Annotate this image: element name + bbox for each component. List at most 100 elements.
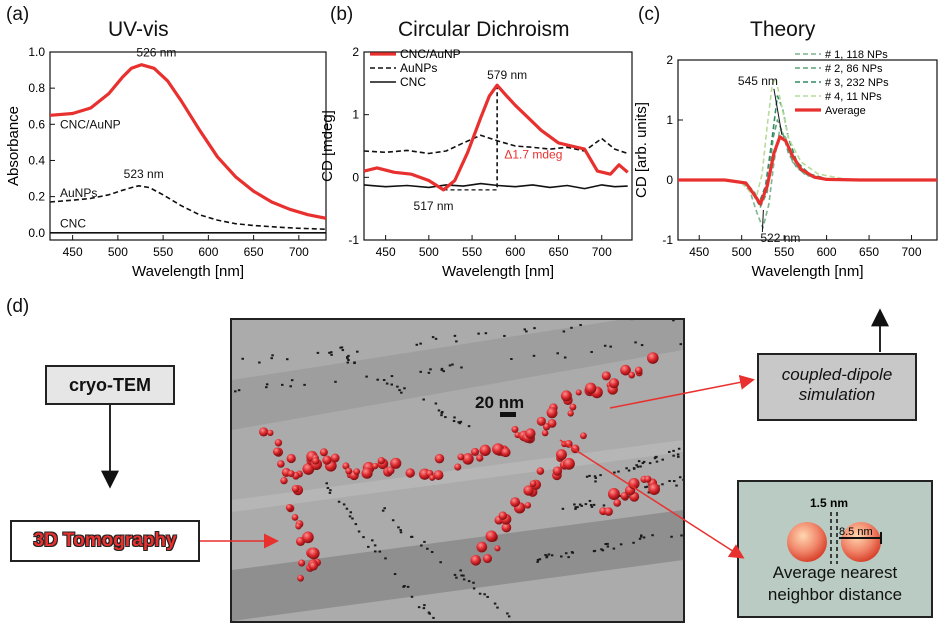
gold-nanoparticle [433,470,444,481]
x-axis-label: Wavelength [nm] [442,263,554,280]
gold-nanoparticle [634,366,643,375]
x-tick-label: 550 [774,245,794,259]
gold-nanoparticle [377,457,386,465]
tem-dot [639,535,643,538]
nn-line1: Average nearest [772,563,898,582]
y-tick-label: 1.0 [28,45,45,59]
tem-dot [330,353,333,356]
tem-dot [493,602,497,605]
tem-dot [467,425,471,428]
tem-dot [604,543,607,546]
gold-nanoparticle [644,475,652,483]
gold-nanoparticle [546,407,558,419]
legend-label: # 2, 86 NPs [825,63,883,75]
gold-nanoparticle [342,462,350,470]
series-line-cnc-aunp [364,83,629,192]
tem-dot [588,499,592,502]
y-tick-label: 0.2 [28,190,45,204]
tem-dot [422,398,425,401]
gold-nanoparticle [470,554,482,566]
tem-dot [632,467,636,470]
tem-dot [419,370,422,373]
tem-dot [351,517,354,520]
tem-dot [365,375,368,378]
tem-dot [241,357,244,360]
tem-dot [348,515,352,518]
gold-nanoparticle [462,453,474,465]
tem-dot [562,330,566,333]
gold-nanoparticle [297,574,304,582]
tem-dot [550,554,554,557]
tem-dot [594,476,598,479]
gold-nanoparticle [564,439,573,448]
tem-dot [672,454,675,457]
tem-dot [339,346,342,349]
tem-dot [603,344,607,347]
tem-dot [536,560,539,563]
tem-dot [400,391,403,394]
gold-nanoparticle [302,531,314,544]
tem-dot [415,343,419,346]
tem-dot [567,556,570,559]
gold-nanoparticle [386,466,395,475]
tem-dot [434,337,438,340]
x-tick-label: 500 [108,245,128,259]
tem-dot [580,504,583,507]
gold-nanoparticle [345,467,353,475]
annotation-label: 545 nm [738,74,778,88]
tem-dot [371,539,374,542]
tem-dot [376,378,379,381]
tem-dot [563,356,567,359]
tem-dot [440,367,444,370]
tem-dot [503,334,506,337]
tem-dot [573,503,576,506]
gold-nanoparticle [547,418,557,428]
gold-nanoparticle [476,454,484,462]
gold-nanoparticle [476,541,488,553]
tem-dot [440,414,443,417]
tem-dot [378,550,382,553]
tem-dot [642,460,646,463]
tem-dot [396,385,399,388]
x-tick-label: 500 [732,245,752,259]
x-tick-label: 600 [817,245,837,259]
tem-dot [560,555,563,558]
tem-dot [453,416,456,419]
y-tick-label: 0.8 [28,81,45,95]
plot-frame [49,51,327,241]
tem-dot [599,474,602,477]
tem-dot [265,386,268,389]
annotation-label: 523 nm [124,167,164,181]
tem-dot [648,462,652,465]
tem-dot [484,332,488,335]
gold-nanoparticle [541,429,549,437]
tem-dot [462,574,465,577]
tem-dot [668,450,671,453]
tem-dot [459,569,462,572]
gold-nanoparticle [536,416,546,426]
tem-dot [337,500,341,503]
tem-dot [427,371,431,374]
tem-dot [590,505,594,508]
gold-nanoparticle [524,502,532,509]
y-tick-label: 0.6 [28,117,45,131]
tem-dot [547,553,551,556]
uv-vis-chart: 450 500 550 600 650 700 0.0 0.2 0.4 0.6 0.8 1.0 Wave… [5,45,327,280]
gold-nanoparticle [267,429,274,437]
tem-dot [345,356,349,359]
x-tick-label: 550 [462,245,482,259]
annotation-pointer [773,88,783,135]
gold-nanoparticle [259,427,269,437]
tem-dot [570,551,574,554]
tem-dot [602,504,606,507]
tem-dot [678,476,682,479]
tem-dot [506,612,509,615]
tem-dot [655,460,659,463]
tem-dot [625,467,628,470]
tem-dot [589,504,593,507]
gold-nanoparticle [390,457,402,469]
tem-dot [561,507,565,510]
tem-dot [431,336,435,339]
tem-dot [399,529,402,532]
